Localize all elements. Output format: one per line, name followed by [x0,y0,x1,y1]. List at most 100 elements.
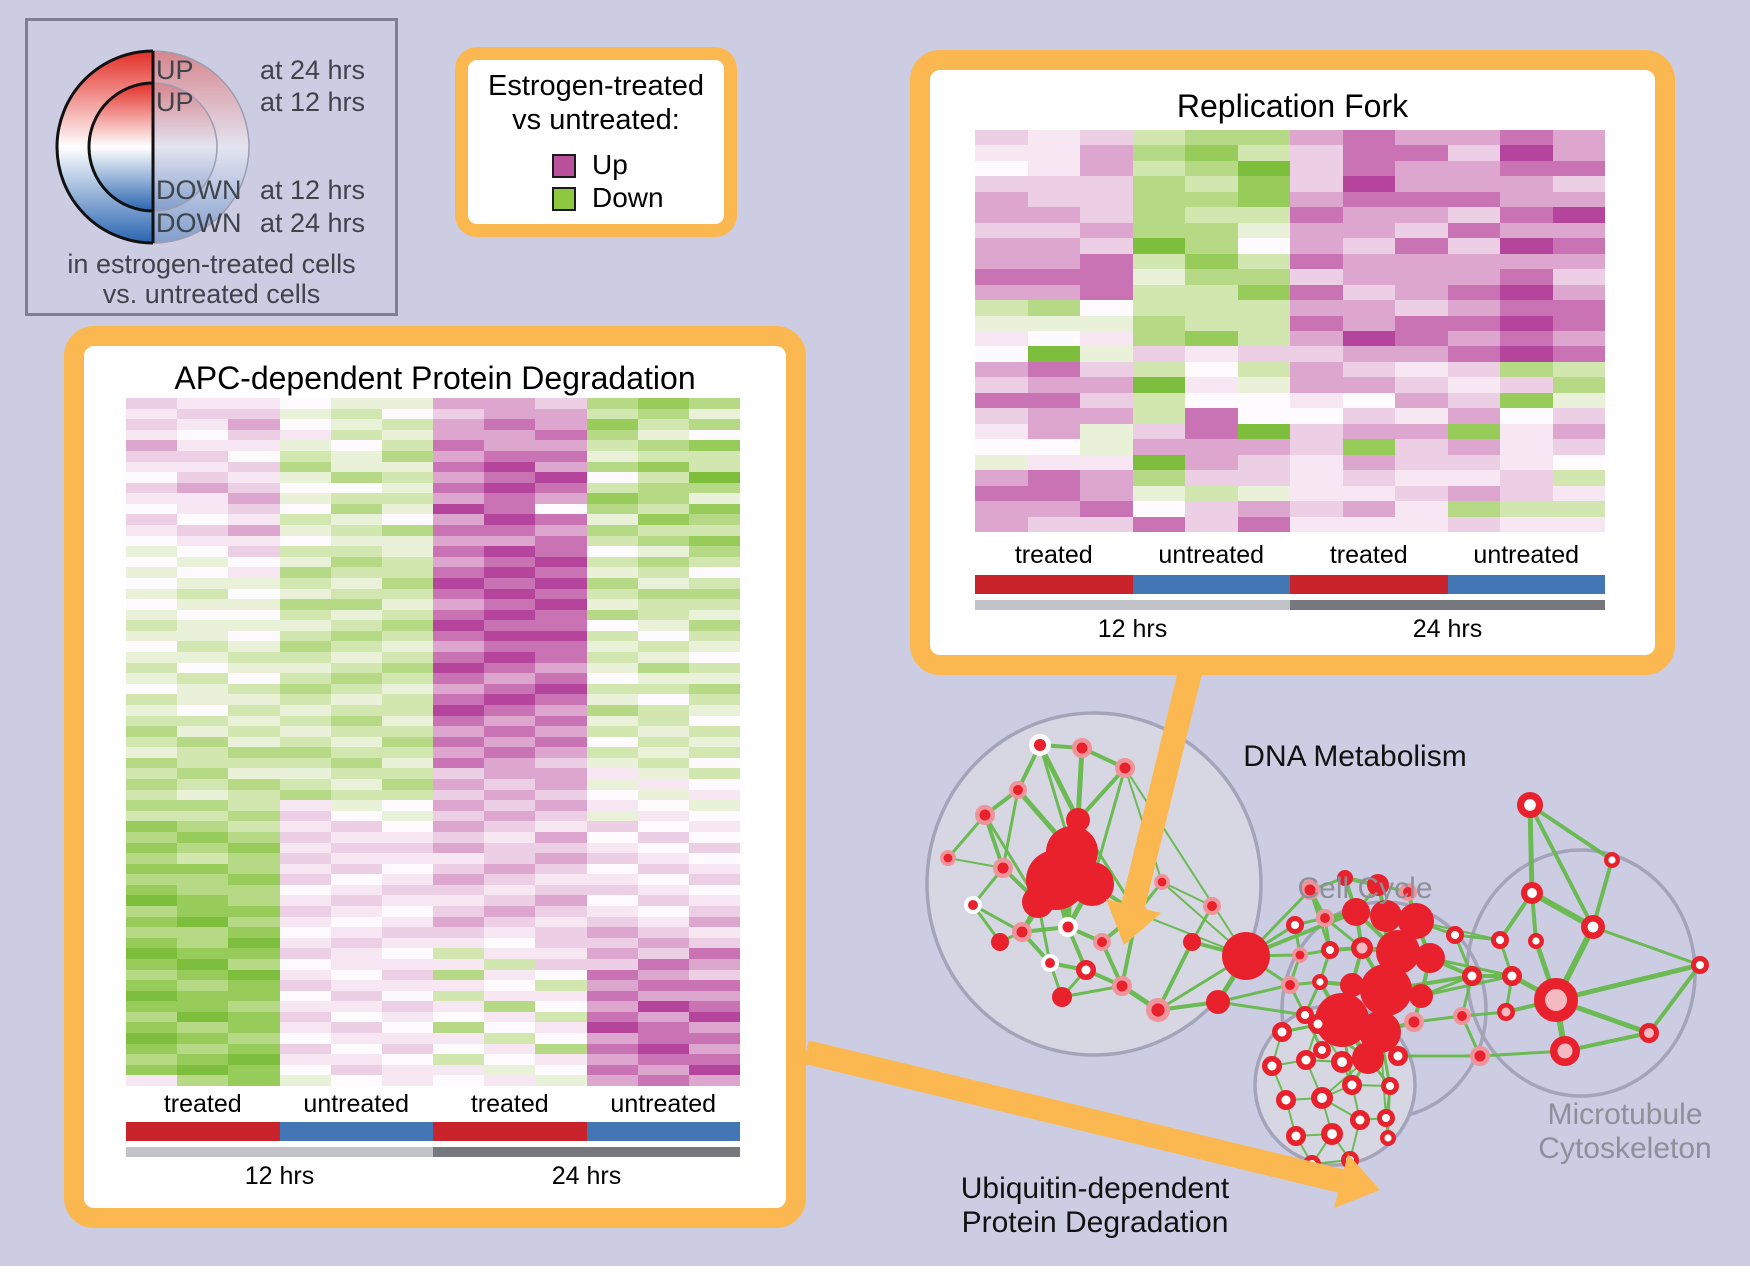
network-node [1337,870,1353,886]
network-node [1022,886,1054,918]
heatmap-cell [228,546,280,557]
network-node [1312,1040,1331,1059]
heatmap-cell [484,620,536,631]
heatmap-cell [1027,423,1080,440]
heatmap-cell [279,874,331,885]
network-node [1272,1022,1292,1042]
heatmap-cell [1552,222,1605,239]
heatmap-cell [279,736,331,748]
heatmap-cell [177,736,229,748]
heatmap-cell [535,450,587,462]
heatmap-cell [433,514,485,525]
heatmap-cell [637,609,689,621]
heatmap-cell [433,853,485,864]
heatmap-cell [535,842,587,854]
heatmap-cell [535,810,587,822]
heatmap-cell [688,577,740,589]
heatmap-cell [637,895,689,907]
heatmap-cell [1500,408,1553,424]
heatmap-cell [381,535,433,547]
heatmap-cell [126,990,178,1002]
heatmap-cell [279,620,331,631]
heatmap-cell [484,831,536,843]
bar-12hrs [126,1147,433,1157]
heatmap-cell [535,768,587,780]
heatmap-cell [330,842,382,854]
heatmap-cell [535,1022,587,1034]
heatmap-cell [688,1001,740,1012]
heatmap-cell [484,482,536,494]
network-node [1415,943,1445,973]
heatmap-cell [381,620,433,631]
heatmap-cell [433,1033,485,1044]
heatmap-cell [330,652,382,663]
heatmap-cell [381,715,433,727]
heatmap-cell [637,800,689,811]
heatmap-cell [535,990,587,1002]
network-node [1388,1046,1408,1066]
ring-up-outer-label: UP [156,55,194,85]
heatmap-cell [126,969,178,981]
ring-up-outer-time: at 24 hrs [259,55,365,85]
heatmap-cell [126,556,178,568]
heatmap-cell [688,1064,740,1076]
updown-rings-part [55,49,154,245]
heatmap-cell [228,398,280,409]
heatmap-cell [279,577,331,589]
heatmap-cell [228,429,280,441]
heatmap-cell [228,514,280,525]
heatmap-cell [381,1033,433,1044]
heatmap-cell [433,715,485,727]
heatmap-cell [126,895,178,907]
heatmap-cell [279,408,331,420]
network-node [1340,973,1364,997]
heatmap-cell [1342,330,1395,347]
heatmap-cell [1027,145,1080,161]
heatmap-cell [330,937,382,949]
heatmap-cell [1342,253,1395,270]
heatmap-cell [1447,423,1500,440]
heatmap-cell [586,789,638,801]
heatmap-cell [688,567,740,578]
heatmap-cell [535,757,587,769]
heatmap-cell [586,567,638,578]
heatmap-cell [484,895,536,907]
heatmap-cell [586,577,638,589]
heatmap-cell [330,429,382,441]
heatmap-cell [1395,222,1448,239]
heatmap-cell [279,694,331,705]
heatmap-cell [535,715,587,727]
heatmap-cell [637,429,689,441]
heatmap-cell [975,423,1028,440]
heatmap-cell [1395,439,1448,455]
heatmap-cell [975,377,1028,393]
heatmap-cell [1447,207,1500,223]
heatmap-cell [1342,408,1395,424]
heatmap-cell [177,472,229,483]
heatmap-cell [228,662,280,674]
ring-down-outer-label: DOWN [156,208,242,238]
heatmap-cell [126,1033,178,1044]
heatmap-cell [586,398,638,409]
heatmap-cell [688,630,740,642]
heatmap-cell [381,863,433,875]
heatmap-cell [381,472,433,483]
heatmap-cell [1552,470,1605,486]
heatmap-cell [484,398,536,409]
heatmap-cell [1027,207,1080,223]
heatmap-cell [484,609,536,621]
heatmap-cell [177,821,229,832]
heatmap-cell [433,546,485,557]
replication-fork-panel: Replication Fork treated untreated treat… [910,50,1675,675]
heatmap-cell [433,990,485,1002]
heatmap-cell [381,1064,433,1076]
heatmap-cell [177,927,229,938]
heatmap-cell [1500,315,1553,331]
heatmap-cell [330,821,382,832]
heatmap-cell [688,990,740,1002]
heatmap-cell [975,269,1028,285]
heatmap-cell [381,779,433,790]
heatmap-cell [975,300,1028,316]
heatmap-cell [586,408,638,420]
heatmap-cell [1342,470,1395,486]
